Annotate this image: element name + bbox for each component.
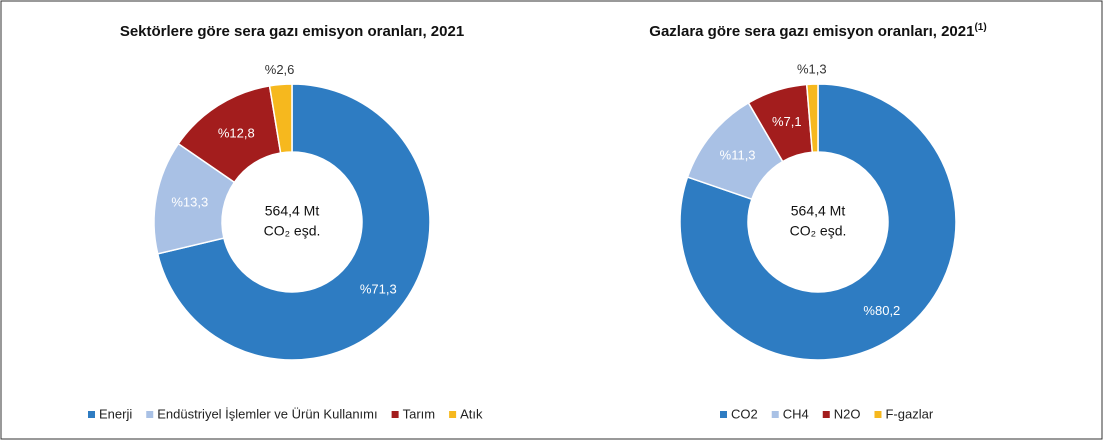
center-label: 564,4 Mt	[791, 203, 846, 219]
title-text: Gazlara göre sera gazı emisyon oranları,…	[649, 23, 974, 40]
legend-swatch	[720, 411, 727, 418]
legend-swatch	[146, 411, 154, 418]
chart-title: Sektörlere göre sera gazı emisyon oranla…	[120, 23, 464, 40]
center-label: CO₂ eşd.	[264, 223, 321, 239]
data-label: %80,2	[863, 303, 900, 318]
legend-swatch	[822, 411, 830, 418]
data-label: %13,3	[171, 194, 208, 209]
data-label: %11,3	[720, 147, 756, 162]
data-label: %7,1	[772, 114, 802, 129]
title-note: (1)	[974, 22, 986, 33]
legend-label: N2O	[834, 406, 861, 421]
legend-swatch	[771, 411, 779, 418]
data-label: %71,3	[360, 282, 397, 297]
donut-slice	[805, 83, 819, 154]
chart-title: Gazlara göre sera gazı emisyon oranları,…	[649, 22, 986, 40]
legend-label: CO2	[731, 406, 758, 421]
legend-label: F-gazlar	[885, 406, 933, 421]
legend-label: Enerji	[99, 406, 132, 421]
title-text: Sektörlere göre sera gazı emisyon oranla…	[120, 23, 464, 40]
center-label: CO₂ eşd.	[790, 223, 847, 239]
data-label: %1,3	[797, 62, 827, 77]
donut-slice	[268, 83, 293, 154]
legend-swatch	[449, 411, 457, 418]
legend-swatch	[88, 411, 95, 418]
legend-swatch	[391, 411, 399, 418]
data-label: %2,6	[265, 62, 295, 77]
legend-label: CH4	[783, 406, 809, 421]
center-label: 564,4 Mt	[265, 203, 320, 219]
donut-slice	[679, 83, 957, 361]
legend-swatch	[874, 411, 882, 418]
legend-label: Tarım	[403, 406, 436, 421]
legend-label: Endüstriyel İşlemler ve Ürün Kullanımı	[157, 406, 377, 421]
legend-label: Atık	[460, 406, 483, 421]
data-label: %12,8	[218, 126, 255, 141]
donut-slice	[156, 83, 431, 361]
